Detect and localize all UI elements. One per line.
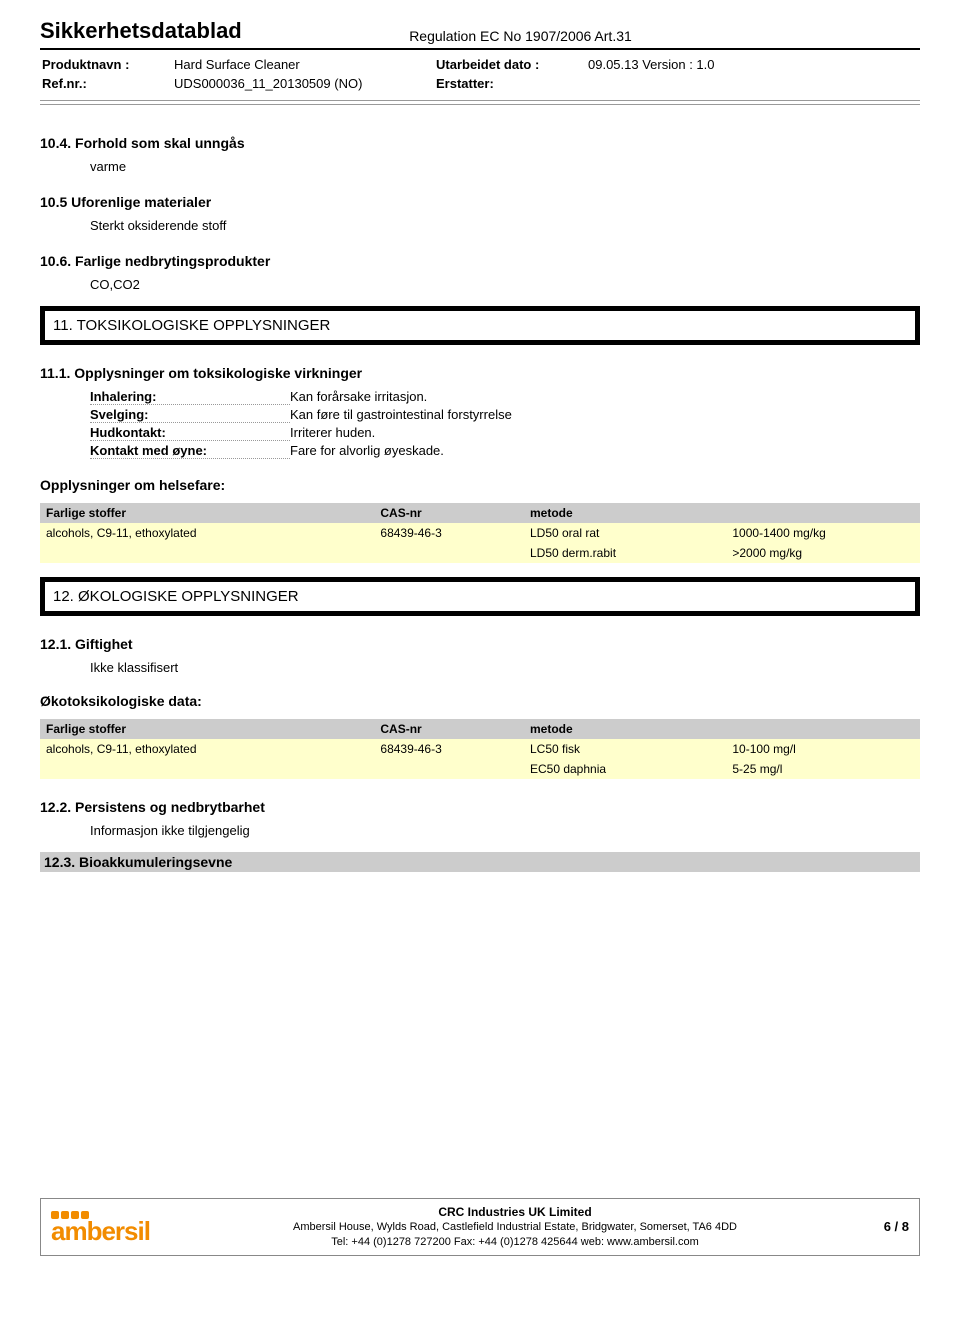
cell-value: 1000-1400 mg/kg — [726, 523, 920, 543]
section-10-6-title: 10.6. Farlige nedbrytingsprodukter — [40, 253, 920, 269]
page-number: 6 / 8 — [859, 1219, 909, 1234]
divider — [40, 104, 920, 105]
table-row: alcohols, C9-11, ethoxylated 68439-46-3 … — [40, 739, 920, 759]
eye-label: Kontakt med øyne: — [90, 443, 290, 459]
table-row: LD50 derm.rabit >2000 mg/kg — [40, 543, 920, 563]
section-12-3-title: 12.3. Bioakkumuleringsevne — [40, 852, 920, 872]
regulation-line: Regulation EC No 1907/2006 Art.31 — [339, 28, 920, 44]
cell-method: LD50 oral rat — [524, 523, 726, 543]
skin-label: Hudkontakt: — [90, 425, 290, 441]
section-10-4-body: varme — [90, 159, 920, 174]
cell-name: alcohols, C9-11, ethoxylated — [40, 739, 374, 759]
cell-value: 10-100 mg/l — [726, 739, 920, 759]
section-10-4-title: 10.4. Forhold som skal unngås — [40, 135, 920, 151]
replaces-label: Erstatter: — [436, 75, 586, 92]
skin-value: Irriterer huden. — [290, 425, 920, 441]
footer-company: CRC Industries UK Limited — [171, 1205, 859, 1221]
th-method: metode — [524, 503, 726, 523]
brand-name: ambersil — [51, 1220, 171, 1243]
cell-cas: 68439-46-3 — [374, 523, 524, 543]
th-value — [726, 719, 920, 739]
ref-value: UDS000036_11_20130509 (NO) — [174, 75, 434, 92]
cell-cas: 68439-46-3 — [374, 739, 524, 759]
th-substance: Farlige stoffer — [40, 719, 374, 739]
cell-name: alcohols, C9-11, ethoxylated — [40, 523, 374, 543]
section-10-5-title: 10.5 Uforenlige materialer — [40, 194, 920, 210]
ref-label: Ref.nr.: — [42, 75, 172, 92]
ecotox-table: Farlige stoffer CAS-nr metode alcohols, … — [40, 719, 920, 779]
date-value: 09.05.13 Version : 1.0 — [588, 56, 918, 73]
section-10-5-body: Sterkt oksiderende stoff — [90, 218, 920, 233]
cell-method: LC50 fisk — [524, 739, 726, 759]
table-row: alcohols, C9-11, ethoxylated 68439-46-3 … — [40, 523, 920, 543]
toxicology-table: Farlige stoffer CAS-nr metode alcohols, … — [40, 503, 920, 563]
section-12-2-title: 12.2. Persistens og nedbrytbarhet — [40, 799, 920, 815]
th-substance: Farlige stoffer — [40, 503, 374, 523]
date-label: Utarbeidet dato : — [436, 56, 586, 73]
section-11-title: 11. TOKSIKOLOGISKE OPPLYSNINGER — [40, 306, 920, 345]
cell-method: EC50 daphnia — [524, 759, 726, 779]
table-row: EC50 daphnia 5-25 mg/l — [40, 759, 920, 779]
divider — [40, 48, 920, 50]
footer: ambersil CRC Industries UK Limited Amber… — [40, 1198, 920, 1256]
th-cas: CAS-nr — [374, 719, 524, 739]
footer-address: Ambersil House, Wylds Road, Castlefield … — [171, 1220, 859, 1234]
section-12-1-title: 12.1. Giftighet — [40, 636, 920, 652]
inhalation-value: Kan forårsake irritasjon. — [290, 389, 920, 405]
inhalation-label: Inhalering: — [90, 389, 290, 405]
health-info-heading: Opplysninger om helsefare: — [40, 477, 920, 493]
swallowing-value: Kan føre til gastrointestinal forstyrrel… — [290, 407, 920, 423]
doc-title: Sikkerhetsdatablad — [40, 18, 339, 44]
product-label: Produktnavn : — [42, 56, 172, 73]
th-method: metode — [524, 719, 726, 739]
swallowing-label: Svelging: — [90, 407, 290, 423]
section-11-1-title: 11.1. Opplysninger om toksikologiske vir… — [40, 365, 920, 381]
divider — [40, 100, 920, 101]
footer-contact: Tel: +44 (0)1278 727200 Fax: +44 (0)1278… — [171, 1235, 859, 1249]
section-12-title: 12. ØKOLOGISKE OPPLYSNINGER — [40, 577, 920, 616]
meta-table: Produktnavn : Hard Surface Cleaner Utarb… — [40, 54, 920, 94]
cell-value: 5-25 mg/l — [726, 759, 920, 779]
section-12-1-body: Ikke klassifisert — [90, 660, 920, 675]
section-12-2-body: Informasjon ikke tilgjengelig — [90, 823, 920, 838]
brand-logo: ambersil — [51, 1206, 171, 1248]
cell-value: >2000 mg/kg — [726, 543, 920, 563]
cell-method: LD50 derm.rabit — [524, 543, 726, 563]
ecotox-heading: Økotoksikologiske data: — [40, 693, 920, 709]
th-cas: CAS-nr — [374, 503, 524, 523]
product-value: Hard Surface Cleaner — [174, 56, 434, 73]
eye-value: Fare for alvorlig øyeskade. — [290, 443, 920, 459]
section-10-6-body: CO,CO2 — [90, 277, 920, 292]
th-value — [726, 503, 920, 523]
